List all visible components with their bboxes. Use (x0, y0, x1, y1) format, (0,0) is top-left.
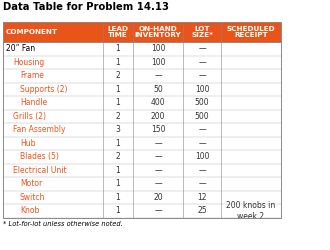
Text: 1: 1 (115, 206, 120, 215)
Bar (3, 164, 281, 177)
Text: 1: 1 (115, 179, 120, 188)
Text: 2: 2 (115, 112, 120, 121)
Text: —: — (154, 152, 162, 161)
Text: Electrical Unit: Electrical Unit (13, 166, 67, 175)
Text: 100: 100 (195, 85, 209, 94)
Bar (3, 123, 281, 136)
Text: 1: 1 (115, 44, 120, 53)
Text: LEAD
TIME: LEAD TIME (108, 26, 128, 38)
Text: 1: 1 (115, 85, 120, 94)
Text: 20: 20 (153, 193, 163, 202)
Bar (3, 150, 281, 164)
Text: Switch: Switch (20, 193, 46, 202)
Text: —: — (198, 71, 206, 80)
Text: 500: 500 (195, 112, 209, 121)
Text: —: — (198, 179, 206, 188)
Text: 150: 150 (151, 125, 165, 134)
Bar (3, 204, 281, 218)
Text: 1: 1 (115, 139, 120, 148)
Text: —: — (198, 166, 206, 175)
Bar (3, 42, 281, 56)
Bar (3, 110, 281, 123)
Text: 400: 400 (151, 98, 165, 107)
Text: Hub: Hub (20, 139, 36, 148)
Text: Grills (2): Grills (2) (13, 112, 46, 121)
Bar (3, 96, 281, 110)
Text: 1: 1 (115, 193, 120, 202)
Text: 20” Fan: 20” Fan (6, 44, 35, 53)
Text: —: — (154, 206, 162, 215)
Text: 500: 500 (195, 98, 209, 107)
Bar (3, 69, 281, 82)
Text: Motor: Motor (20, 179, 42, 188)
Text: SCHEDULED
RECEIPT: SCHEDULED RECEIPT (227, 26, 275, 38)
Text: —: — (154, 166, 162, 175)
Text: Handle: Handle (20, 98, 47, 107)
Text: * Lot-for-lot unless otherwise noted.: * Lot-for-lot unless otherwise noted. (3, 220, 123, 226)
Text: 2: 2 (115, 152, 120, 161)
Text: 1: 1 (115, 166, 120, 175)
Text: 100: 100 (151, 44, 165, 53)
Text: —: — (198, 58, 206, 67)
Text: Data Table for Problem 14.13: Data Table for Problem 14.13 (3, 2, 169, 12)
Text: 100: 100 (151, 58, 165, 67)
Bar (3, 177, 281, 190)
Text: 2: 2 (115, 71, 120, 80)
Text: 200: 200 (151, 112, 165, 121)
Bar (3, 22, 281, 42)
Text: —: — (198, 125, 206, 134)
Text: Supports (2): Supports (2) (20, 85, 68, 94)
Bar (3, 22, 281, 218)
Text: —: — (154, 139, 162, 148)
Text: Housing: Housing (13, 58, 44, 67)
Text: LOT
SIZE*: LOT SIZE* (191, 26, 213, 38)
Text: 3: 3 (115, 125, 120, 134)
Text: —: — (154, 179, 162, 188)
Text: 200 knobs in
week 2: 200 knobs in week 2 (226, 201, 276, 221)
Bar (3, 56, 281, 69)
Bar (3, 136, 281, 150)
Bar (3, 82, 281, 96)
Text: —: — (154, 71, 162, 80)
Text: Blades (5): Blades (5) (20, 152, 59, 161)
Bar (3, 190, 281, 204)
Text: 1: 1 (115, 58, 120, 67)
Text: 1: 1 (115, 98, 120, 107)
Text: Knob: Knob (20, 206, 39, 215)
Text: Fan Assembly: Fan Assembly (13, 125, 65, 134)
Text: 25: 25 (197, 206, 207, 215)
Text: Frame: Frame (20, 71, 44, 80)
Text: 100: 100 (195, 152, 209, 161)
Text: 12: 12 (197, 193, 207, 202)
Text: —: — (198, 139, 206, 148)
Text: —: — (198, 44, 206, 53)
Text: ON-HAND
INVENTORY: ON-HAND INVENTORY (135, 26, 182, 38)
Text: 50: 50 (153, 85, 163, 94)
Text: COMPONENT: COMPONENT (6, 29, 58, 35)
